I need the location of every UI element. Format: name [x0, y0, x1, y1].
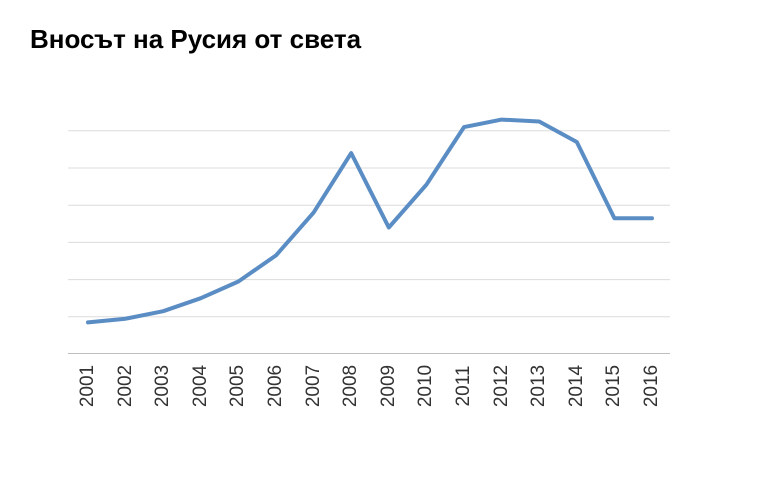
x-axis-label: 2014 [565, 364, 587, 408]
x-axis-label: 2005 [227, 364, 249, 408]
x-axis-label: 2004 [189, 364, 211, 408]
x-axis-label: 2008 [340, 364, 362, 408]
x-axis-label: 2007 [302, 364, 324, 408]
x-axis-label: 2012 [490, 364, 512, 408]
x-axis-label: 2003 [152, 364, 174, 408]
x-axis-label: 2006 [265, 364, 286, 408]
chart-title: Вносът на Русия от света [30, 24, 362, 54]
x-axis-label: 2013 [528, 364, 550, 408]
data-series-line [86, 117, 654, 325]
line-chart [68, 117, 670, 354]
plot-area [68, 110, 670, 354]
x-axis-label: 2011 [453, 365, 474, 407]
x-axis-label: 2009 [377, 364, 399, 408]
x-axis: 2001 2002 2003 2004 2005 2006 2007 2008 2009 2010… [68, 354, 670, 424]
x-axis-label: 2010 [415, 364, 437, 408]
x-axis-label: 2002 [114, 364, 136, 408]
x-axis-label: 2016 [641, 364, 662, 408]
x-axis-label: 2015 [603, 364, 625, 408]
x-axis-label: 2001 [77, 364, 98, 408]
